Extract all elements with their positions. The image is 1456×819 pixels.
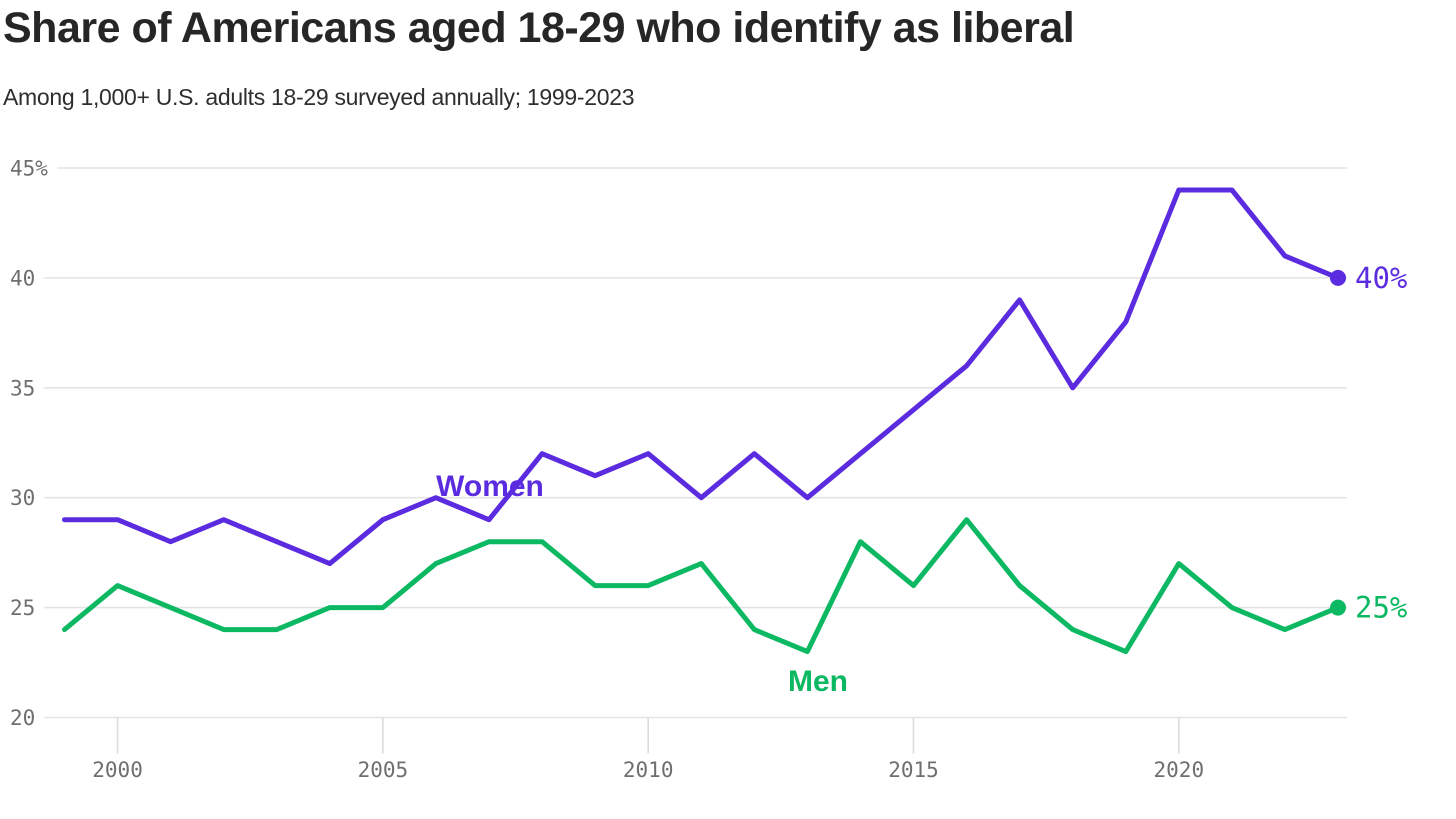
x-tick-label: 2010 xyxy=(623,758,674,782)
y-tick-label: 35 xyxy=(10,376,35,400)
x-tick-label: 2015 xyxy=(888,758,939,782)
x-tick-label: 2000 xyxy=(92,758,143,782)
y-tick-label: 25 xyxy=(10,596,35,620)
series-endpoint-dot-women xyxy=(1330,269,1346,286)
x-tick-label: 2020 xyxy=(1154,758,1205,782)
series-end-value-label-women: 40% xyxy=(1355,261,1407,295)
series-line-women xyxy=(62,187,1341,567)
y-tick-label: 45% xyxy=(10,157,48,181)
chart-title: Share of Americans aged 18-29 who identi… xyxy=(3,4,1075,52)
y-tick-label: 40 xyxy=(10,266,35,290)
series-line-men xyxy=(62,517,1341,655)
y-tick-label: 30 xyxy=(10,486,35,510)
y-tick-label: 20 xyxy=(10,706,35,730)
series-end-value-label-men: 25% xyxy=(1355,591,1407,625)
series-endpoint-dot-men xyxy=(1330,599,1346,616)
series-name-label-women: Women xyxy=(436,470,544,503)
series-name-label-men: Men xyxy=(788,665,848,698)
chart-subtitle: Among 1,000+ U.S. adults 18-29 surveyed … xyxy=(3,84,635,110)
x-tick-label: 2005 xyxy=(358,758,409,782)
